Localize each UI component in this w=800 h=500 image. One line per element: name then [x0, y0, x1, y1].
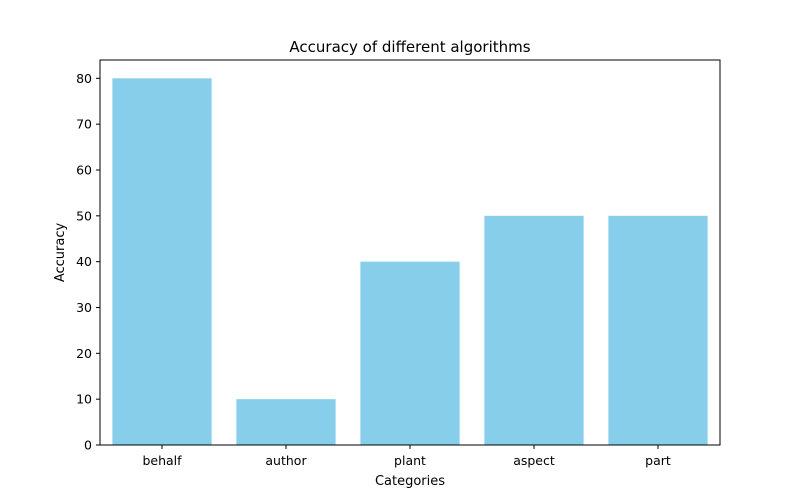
- bars-layer: [112, 78, 708, 445]
- chart-title: Accuracy of different algorithms: [289, 38, 530, 56]
- bar-author: [236, 399, 336, 445]
- bar-behalf: [112, 78, 212, 445]
- bar-aspect: [484, 215, 584, 445]
- x-tick-label: behalf: [142, 453, 182, 468]
- x-axis-ticks: behalf author plant aspect part: [142, 445, 671, 468]
- y-tick-label: 40: [76, 254, 92, 269]
- bar-plant: [360, 261, 460, 445]
- x-tick-label: plant: [394, 453, 426, 468]
- plot-frame: [99, 59, 721, 446]
- x-tick-label: part: [645, 453, 671, 468]
- y-tick-label: 20: [76, 346, 92, 361]
- y-axis-label: Accuracy: [53, 223, 68, 283]
- y-tick-label: 80: [76, 71, 92, 86]
- y-axis-ticks: 0 10 20 30 40 50 60 70 80: [76, 71, 100, 453]
- x-tick-label: author: [265, 453, 307, 468]
- x-axis-label: Categories: [375, 474, 445, 489]
- y-tick-label: 70: [76, 117, 92, 132]
- y-tick-label: 10: [76, 392, 92, 407]
- y-tick-label: 60: [76, 163, 92, 178]
- x-tick-label: aspect: [513, 453, 555, 468]
- bar-part: [608, 215, 708, 445]
- y-tick-label: 0: [84, 438, 92, 453]
- y-tick-label: 50: [76, 208, 92, 223]
- y-tick-label: 30: [76, 300, 92, 315]
